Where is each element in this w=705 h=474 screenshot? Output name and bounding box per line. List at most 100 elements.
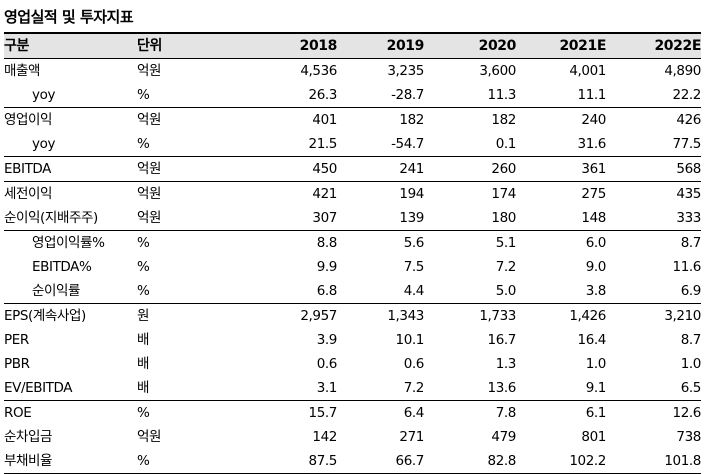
- cell-value: 82.8: [424, 449, 516, 474]
- cell-value: 479: [491, 429, 516, 445]
- cell-value: 275: [581, 186, 606, 202]
- cell-value: 6.0: [585, 235, 606, 251]
- cell-value: 11.3: [424, 83, 516, 108]
- cell-value: 7.2: [337, 376, 424, 401]
- cell-value: 7.2: [495, 259, 516, 275]
- header-year: 2022E: [606, 32, 701, 59]
- cell-value: 307: [242, 206, 337, 231]
- table-row: 순이익(지배주주) 억원 307 139 180 148 333: [4, 206, 701, 231]
- table-row: PBR 배 0.6 0.6 1.3 1.0 1.0: [4, 352, 701, 376]
- table-title: 영업실적 및 투자지표: [4, 8, 134, 26]
- cell-value: 241: [337, 156, 424, 182]
- cell-value: 180: [424, 206, 516, 231]
- cell-value: 1.0: [680, 356, 701, 372]
- row-label: 순이익(지배주주): [4, 206, 137, 231]
- cell-value: 6.4: [403, 405, 424, 421]
- row-label: EBITDA: [4, 156, 137, 182]
- cell-value: 13.6: [424, 376, 516, 401]
- financial-table: 구분 단위 2018 2019 2020 2021E 2022E 매출액 억원 4,…: [4, 32, 701, 474]
- table-row: 세전이익 억원 421 194 174 275 435: [4, 182, 701, 207]
- table-row: EBITDA 억원 450 241 260 361 568: [4, 156, 701, 182]
- row-unit: %: [137, 83, 242, 108]
- header-year: 2018: [242, 32, 337, 59]
- cell-value: 77.5: [606, 132, 701, 157]
- row-unit: 억원: [137, 186, 162, 202]
- cell-value: 8.7: [680, 332, 701, 348]
- cell-value: 22.2: [606, 83, 701, 108]
- row-unit: %: [137, 449, 242, 474]
- cell-value: 3,600: [479, 63, 516, 79]
- cell-value: 1.0: [585, 356, 606, 372]
- cell-value: 9.1: [516, 376, 606, 401]
- cell-value: 401: [312, 112, 337, 128]
- cell-value: 11.1: [516, 83, 606, 108]
- row-unit: %: [137, 235, 150, 251]
- cell-value: 10.1: [395, 332, 424, 348]
- cell-value: 16.4: [577, 332, 606, 348]
- row-label: 순이익률: [4, 279, 137, 304]
- cell-value: 738: [676, 429, 701, 445]
- cell-value: 6.8: [242, 279, 337, 304]
- cell-value: 801: [581, 429, 606, 445]
- cell-value: 1.3: [495, 356, 516, 372]
- table-row: EPS(계속사업) 원 2,957 1,343 1,733 1,426 3,210: [4, 304, 701, 329]
- cell-value: 15.7: [308, 405, 337, 421]
- cell-value: 194: [399, 186, 424, 202]
- table-row: 순이익률% 6.8 4.4 5.0 3.8 6.9: [4, 279, 701, 304]
- header-unit: 단위: [137, 32, 242, 59]
- cell-value: 5.6: [403, 235, 424, 251]
- table-row: ROE% 15.7 6.4 7.8 6.1 12.6: [4, 401, 701, 426]
- cell-value: 271: [399, 429, 424, 445]
- row-unit: %: [137, 132, 242, 157]
- cell-value: 240: [581, 112, 606, 128]
- row-unit: 배: [137, 376, 242, 401]
- row-unit: %: [137, 405, 150, 421]
- cell-value: 1,343: [387, 308, 424, 324]
- table-row: yoy% 26.3 -28.7 11.3 11.1 22.2: [4, 83, 701, 108]
- row-unit: 배: [137, 332, 150, 348]
- row-label: 영업이익률%: [32, 235, 105, 251]
- cell-value: 1,733: [479, 308, 516, 324]
- cell-value: 6.1: [585, 405, 606, 421]
- table-row: PER 배 3.9 10.1 16.7 16.4 8.7: [4, 328, 701, 352]
- cell-value: 450: [242, 156, 337, 182]
- cell-value: 8.8: [316, 235, 337, 251]
- cell-value: 435: [676, 186, 701, 202]
- cell-value: 4.4: [337, 279, 424, 304]
- cell-value: 6.5: [606, 376, 701, 401]
- cell-value: 1,426: [569, 308, 606, 324]
- row-unit: 원: [137, 308, 150, 324]
- table-row: 순차입금 억원 142 271 479 801 738: [4, 425, 701, 449]
- cell-value: 7.8: [495, 405, 516, 421]
- cell-value: 3,235: [387, 63, 424, 79]
- cell-value: 333: [606, 206, 701, 231]
- cell-value: 568: [606, 156, 701, 182]
- cell-value: 6.9: [606, 279, 701, 304]
- cell-value: 426: [676, 112, 701, 128]
- row-unit: %: [137, 259, 150, 275]
- cell-value: -54.7: [337, 132, 424, 157]
- table-row: EV/EBITDA 배 3.1 7.2 13.6 9.1 6.5: [4, 376, 701, 401]
- table-row: 영업이익률%% 8.8 5.6 5.1 6.0 8.7: [4, 231, 701, 256]
- row-label: EPS(계속사업): [4, 308, 86, 324]
- row-label: 부채비율: [4, 449, 137, 474]
- cell-value: 2,957: [300, 308, 337, 324]
- cell-value: 11.6: [672, 259, 701, 275]
- cell-value: 182: [399, 112, 424, 128]
- cell-value: 7.5: [403, 259, 424, 275]
- table-row: 영업이익 억원 401 182 182 240 426: [4, 108, 701, 133]
- row-label: yoy: [4, 83, 137, 108]
- cell-value: 0.6: [316, 356, 337, 372]
- cell-value: 3.8: [516, 279, 606, 304]
- row-label: EV/EBITDA: [4, 376, 137, 401]
- header-year: 2021E: [516, 32, 606, 59]
- cell-value: -28.7: [337, 83, 424, 108]
- cell-value: 26.3: [242, 83, 337, 108]
- row-unit: %: [137, 279, 242, 304]
- cell-value: 12.6: [672, 405, 701, 421]
- header-category: 구분: [4, 32, 137, 59]
- row-unit: 억원: [137, 112, 162, 128]
- cell-value: 101.8: [606, 449, 701, 474]
- cell-value: 9.9: [316, 259, 337, 275]
- cell-value: 182: [491, 112, 516, 128]
